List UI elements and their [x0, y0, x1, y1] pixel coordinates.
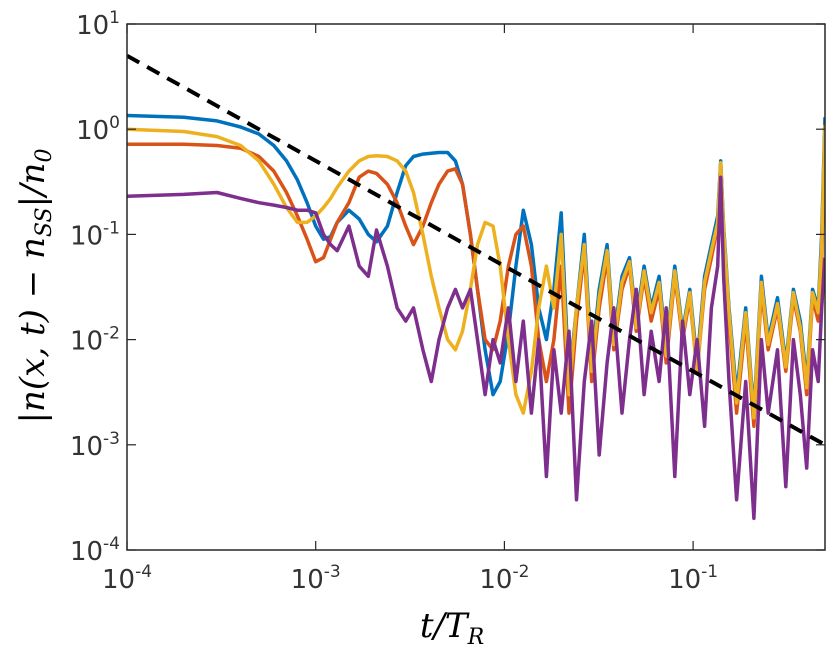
- y-tick-label: 10-3: [70, 429, 120, 462]
- axes-box: [126, 23, 826, 551]
- x-tick-label: 10-2: [479, 562, 529, 595]
- series-line-3: [127, 124, 825, 420]
- x-tick-label: 10-4: [102, 562, 152, 595]
- series-line-4: [127, 175, 825, 521]
- y-tick-label: 10-1: [70, 218, 120, 251]
- x-tick-label: 10-3: [291, 562, 341, 595]
- y-tick-label: 101: [76, 8, 120, 41]
- y-tick-label: 10-2: [70, 324, 120, 357]
- y-axis-label: |n(x, t) − nSS|/n0: [13, 149, 57, 424]
- x-tick-label: 10-1: [668, 562, 718, 595]
- y-tick-label: 100: [76, 113, 120, 146]
- x-axis-label: t/TR: [420, 606, 484, 648]
- y-tick-label: 10-4: [70, 534, 120, 567]
- tick-layer: 10-4 10-3 10-2 10-1 10-4 10-3 10-2 10-1 100 101: [70, 8, 825, 595]
- reference-dashed-line: [127, 53, 825, 447]
- series-layer: [127, 53, 825, 521]
